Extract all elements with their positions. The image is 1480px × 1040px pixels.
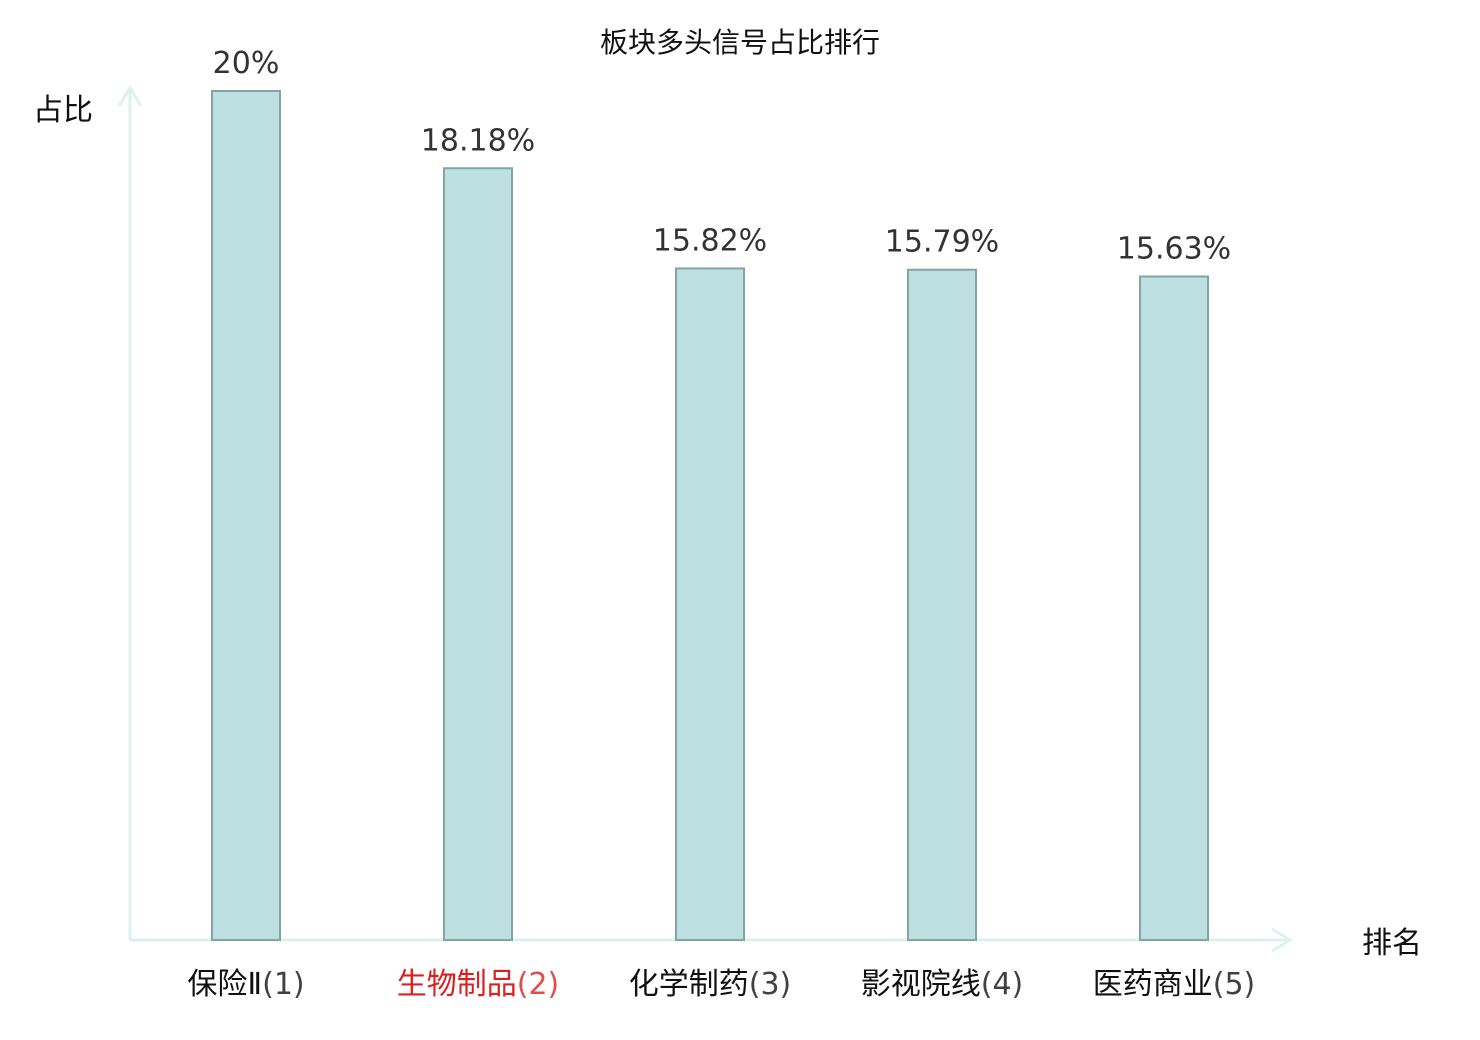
bar-value-label: 18.18% bbox=[421, 123, 535, 158]
bar bbox=[211, 90, 281, 941]
category-rank: (3) bbox=[749, 967, 792, 1002]
y-axis-label: 占比 bbox=[33, 93, 93, 128]
bar-value-label: 20% bbox=[213, 46, 280, 81]
bar bbox=[675, 267, 745, 942]
y-axis-arrow bbox=[117, 85, 143, 107]
x-axis-label: 排名 bbox=[1362, 926, 1422, 961]
category-rank: (1) bbox=[262, 967, 305, 1002]
category-label: 生物制品(2) bbox=[397, 967, 560, 1002]
category-label: 化学制药(3) bbox=[629, 967, 792, 1002]
bar-value-label: 15.63% bbox=[1117, 232, 1231, 267]
category-label: 保险Ⅱ(1) bbox=[187, 967, 304, 1002]
category-label: 影视院线(4) bbox=[861, 967, 1024, 1002]
category-rank: (2) bbox=[517, 967, 560, 1002]
category-rank: (4) bbox=[981, 967, 1024, 1002]
x-axis-arrow bbox=[1271, 927, 1293, 953]
bar bbox=[1139, 275, 1209, 942]
bar bbox=[907, 268, 977, 942]
bar bbox=[443, 167, 513, 942]
chart-title: 板块多头信号占比排行 bbox=[600, 26, 880, 59]
category-label: 医药商业(5) bbox=[1093, 967, 1256, 1002]
category-rank: (5) bbox=[1213, 967, 1256, 1002]
bar-value-label: 15.79% bbox=[885, 225, 999, 260]
bar-value-label: 15.82% bbox=[653, 223, 767, 258]
